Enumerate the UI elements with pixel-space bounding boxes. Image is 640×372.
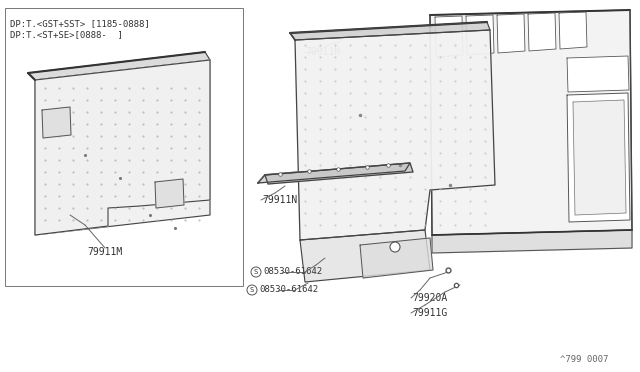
Polygon shape [295,30,495,240]
Polygon shape [28,52,210,80]
Text: ^799 0007: ^799 0007 [560,356,609,365]
Polygon shape [155,179,184,208]
Polygon shape [567,93,630,222]
Polygon shape [360,238,433,278]
Polygon shape [265,163,413,184]
Text: 79911G: 79911G [412,308,447,318]
Polygon shape [300,230,430,282]
Polygon shape [42,107,71,138]
Polygon shape [432,230,632,253]
Polygon shape [466,15,494,55]
Text: 79911N: 79911N [262,195,297,205]
Text: DP:T.<ST+SE>[0888-  ]: DP:T.<ST+SE>[0888- ] [10,30,123,39]
Text: S: S [254,269,258,275]
Polygon shape [567,56,629,92]
Polygon shape [497,14,525,53]
Polygon shape [258,163,410,183]
Polygon shape [573,100,626,215]
Circle shape [247,285,257,295]
Polygon shape [430,10,632,235]
Bar [5,8,243,286]
Text: DP:T.<GST+SST> [1185-0888]: DP:T.<GST+SST> [1185-0888] [10,19,150,28]
Circle shape [251,267,261,277]
Text: 79911M: 79911M [88,247,123,257]
Polygon shape [435,16,463,57]
Polygon shape [559,12,587,49]
Polygon shape [35,60,210,235]
Polygon shape [528,13,556,51]
Text: 08530-61642: 08530-61642 [259,285,318,295]
Text: 08530-61642: 08530-61642 [263,267,322,276]
Text: 79920A: 79920A [412,293,447,303]
Circle shape [390,242,400,252]
Polygon shape [35,60,210,235]
Text: 79911N: 79911N [305,47,340,57]
Polygon shape [290,22,490,40]
Text: S: S [250,287,254,293]
